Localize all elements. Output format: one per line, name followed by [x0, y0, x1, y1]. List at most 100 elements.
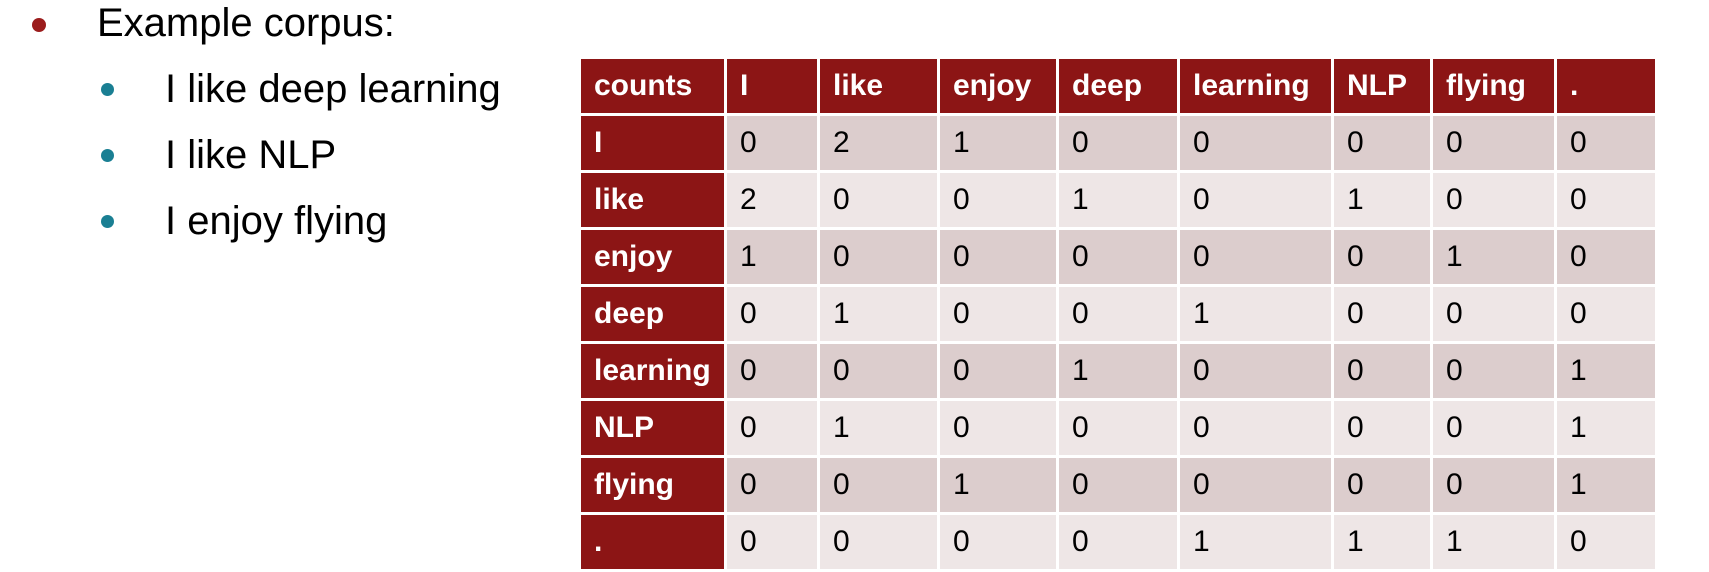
table-row: deep 0 1 0 0 1 0 0 0 — [578, 284, 1658, 344]
count-cell: 2 — [724, 170, 820, 230]
count-cell: 1 — [1554, 455, 1658, 515]
column-header: flying — [1430, 56, 1557, 116]
count-cell: 0 — [937, 341, 1059, 401]
header-row: counts I like enjoy deep learning NLP fl… — [578, 56, 1658, 116]
count-cell: 0 — [1177, 113, 1334, 173]
cooccurrence-table-container: counts I like enjoy deep learning NLP fl… — [578, 56, 1658, 572]
count-cell: 0 — [1430, 284, 1557, 344]
count-cell: 0 — [1056, 227, 1180, 287]
table-row: enjoy 1 0 0 0 0 0 1 0 — [578, 227, 1658, 287]
count-cell: 0 — [1331, 398, 1433, 458]
column-header: learning — [1177, 56, 1334, 116]
count-cell: 0 — [1177, 455, 1334, 515]
corpus-sentence-3: I enjoy flying — [165, 199, 388, 243]
table-body: I 0 2 1 0 0 0 0 0 like 2 0 0 1 0 1 0 0 enjoy 1 0 0 0 0 0 1 0 deep 0 1… — [578, 113, 1658, 572]
count-cell: 1 — [1331, 170, 1433, 230]
count-cell: 0 — [1554, 170, 1658, 230]
count-cell: 0 — [817, 170, 940, 230]
count-cell: 0 — [1177, 341, 1334, 401]
count-cell: 0 — [1430, 341, 1557, 401]
count-cell: 1 — [1177, 284, 1334, 344]
count-cell: 0 — [937, 170, 1059, 230]
count-cell: 0 — [1177, 398, 1334, 458]
corpus-sentence-1: I like deep learning — [165, 67, 501, 111]
row-header: flying — [578, 455, 727, 515]
row-header: learning — [578, 341, 727, 401]
count-cell: 0 — [1430, 170, 1557, 230]
row-header: I — [578, 113, 727, 173]
count-cell: 0 — [1331, 113, 1433, 173]
count-cell: 1 — [1554, 398, 1658, 458]
table-row: flying 0 0 1 0 0 0 0 1 — [578, 455, 1658, 515]
count-cell: 1 — [817, 398, 940, 458]
count-cell: 0 — [1430, 455, 1557, 515]
column-header: I — [724, 56, 820, 116]
count-cell: 1 — [1430, 512, 1557, 572]
row-header: . — [578, 512, 727, 572]
count-cell: 1 — [1554, 341, 1658, 401]
count-cell: 1 — [937, 113, 1059, 173]
count-cell: 1 — [1056, 170, 1180, 230]
count-cell: 0 — [724, 398, 820, 458]
count-cell: 0 — [1177, 227, 1334, 287]
count-cell: 0 — [1056, 398, 1180, 458]
column-header: NLP — [1331, 56, 1433, 116]
column-header: deep — [1056, 56, 1180, 116]
count-cell: 0 — [1430, 398, 1557, 458]
row-header: like — [578, 170, 727, 230]
count-cell: 0 — [1056, 113, 1180, 173]
count-cell: 0 — [817, 512, 940, 572]
count-cell: 0 — [937, 284, 1059, 344]
count-cell: 0 — [724, 512, 820, 572]
count-cell: 1 — [1331, 512, 1433, 572]
count-cell: 0 — [1554, 284, 1658, 344]
count-cell: 0 — [724, 113, 820, 173]
count-cell: 0 — [724, 341, 820, 401]
count-cell: 0 — [1331, 227, 1433, 287]
row-header: NLP — [578, 398, 727, 458]
column-header: like — [817, 56, 940, 116]
corner-header: counts — [578, 56, 727, 116]
count-cell: 0 — [817, 341, 940, 401]
count-cell: 1 — [1430, 227, 1557, 287]
count-cell: 0 — [817, 455, 940, 515]
count-cell: 0 — [1331, 284, 1433, 344]
count-cell: 0 — [1056, 455, 1180, 515]
sub-bullet-dot-icon — [101, 83, 114, 96]
count-cell: 0 — [1331, 455, 1433, 515]
table-row: learning 0 0 0 1 0 0 0 1 — [578, 341, 1658, 401]
table-row: NLP 0 1 0 0 0 0 0 1 — [578, 398, 1658, 458]
count-cell: 0 — [1554, 227, 1658, 287]
column-header: . — [1554, 56, 1658, 116]
sub-bullet-dot-icon — [101, 215, 114, 228]
count-cell: 1 — [1177, 512, 1334, 572]
column-header: enjoy — [937, 56, 1059, 116]
count-cell: 0 — [1331, 341, 1433, 401]
count-cell: 0 — [937, 227, 1059, 287]
bullet-dot-icon — [32, 18, 46, 32]
count-cell: 0 — [817, 227, 940, 287]
count-cell: 0 — [1554, 113, 1658, 173]
row-header: enjoy — [578, 227, 727, 287]
count-cell: 0 — [1056, 512, 1180, 572]
table-row: like 2 0 0 1 0 1 0 0 — [578, 170, 1658, 230]
count-cell: 0 — [724, 455, 820, 515]
count-cell: 0 — [1056, 284, 1180, 344]
corpus-sentence-2: I like NLP — [165, 133, 337, 177]
count-cell: 1 — [724, 227, 820, 287]
count-cell: 0 — [937, 512, 1059, 572]
count-cell: 1 — [1056, 341, 1180, 401]
count-cell: 0 — [1177, 170, 1334, 230]
count-cell: 0 — [1430, 113, 1557, 173]
count-cell: 0 — [1554, 512, 1658, 572]
count-cell: 0 — [937, 398, 1059, 458]
sub-bullet-dot-icon — [101, 149, 114, 162]
count-cell: 0 — [724, 284, 820, 344]
count-cell: 1 — [937, 455, 1059, 515]
bullet-title: Example corpus: — [97, 1, 395, 45]
count-cell: 2 — [817, 113, 940, 173]
cooccurrence-table: counts I like enjoy deep learning NLP fl… — [578, 56, 1658, 572]
